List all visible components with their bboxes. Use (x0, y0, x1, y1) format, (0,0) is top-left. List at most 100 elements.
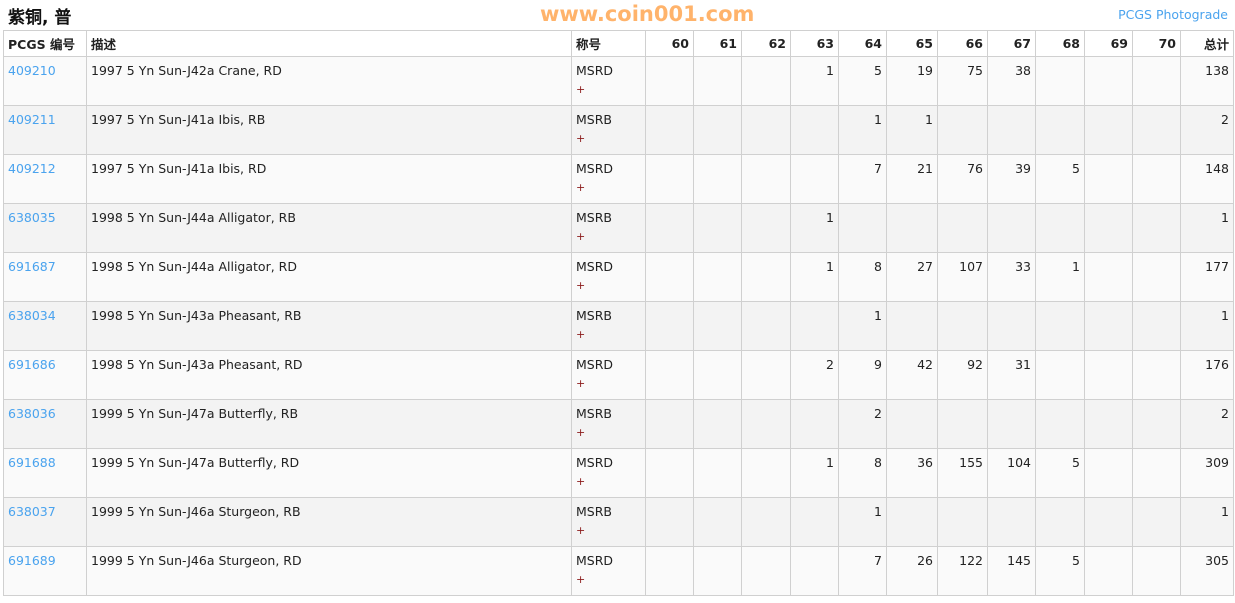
description-cell: 1998 5 Yn Sun-J44a Alligator, RB (86, 203, 572, 253)
grade-count-cell: 5 (1035, 448, 1085, 498)
column-header: 65 (886, 30, 938, 57)
pcgs-code-cell: 691687 (3, 252, 87, 302)
grade-count-cell: 5 (1035, 154, 1085, 204)
total-cell: 1 (1180, 497, 1234, 547)
column-header: 总计 (1180, 30, 1234, 57)
grade-count-cell (645, 497, 694, 547)
grade-count-cell: 104 (987, 448, 1036, 498)
grade-count-cell (987, 203, 1036, 253)
designation-cell: MSRB + (571, 301, 646, 351)
designation: MSRB (576, 406, 612, 421)
grade-count-cell (987, 105, 1036, 155)
total-cell: 2 (1180, 105, 1234, 155)
designation-cell: MSRD + (571, 350, 646, 400)
total-cell: 305 (1180, 546, 1234, 596)
designation: MSRD (576, 357, 614, 372)
column-header: 63 (790, 30, 839, 57)
pcgs-code-link[interactable]: 691686 (8, 357, 56, 372)
plus-grade-toggle[interactable]: + (576, 279, 586, 292)
description-cell: 1999 5 Yn Sun-J47a Butterfly, RB (86, 399, 572, 449)
grade-count-cell (886, 497, 938, 547)
plus-grade-toggle[interactable]: + (576, 230, 586, 243)
grade-count-cell (1084, 399, 1133, 449)
grade-count-cell (838, 203, 887, 253)
total-cell: 148 (1180, 154, 1234, 204)
grade-count-cell (645, 56, 694, 106)
pcgs-code-link[interactable]: 409212 (8, 161, 56, 176)
pcgs-code-link[interactable]: 638034 (8, 308, 56, 323)
plus-grade-toggle[interactable]: + (576, 377, 586, 390)
grade-count-cell (645, 301, 694, 351)
grade-count-cell (645, 399, 694, 449)
pcgs-code-link[interactable]: 691688 (8, 455, 56, 470)
grade-count-cell (645, 203, 694, 253)
grade-count-cell (1035, 105, 1085, 155)
pcgs-code-link[interactable]: 691687 (8, 259, 56, 274)
grade-count-cell (1132, 301, 1181, 351)
pcgs-code-cell: 691688 (3, 448, 87, 498)
plus-grade-toggle[interactable]: + (576, 181, 586, 194)
pcgs-code-link[interactable]: 409210 (8, 63, 56, 78)
pcgs-code-cell: 691686 (3, 350, 87, 400)
grade-count-cell (937, 399, 988, 449)
grade-count-cell (1132, 56, 1181, 106)
grade-count-cell (1132, 252, 1181, 302)
pcgs-code-cell: 409211 (3, 105, 87, 155)
designation: MSRB (576, 308, 612, 323)
description-cell: 1997 5 Yn Sun-J41a Ibis, RD (86, 154, 572, 204)
pcgs-code-link[interactable]: 409211 (8, 112, 56, 127)
grade-count-cell (1084, 105, 1133, 155)
plus-grade-toggle[interactable]: + (576, 573, 586, 586)
pcgs-code-cell: 638037 (3, 497, 87, 547)
plus-grade-toggle[interactable]: + (576, 426, 586, 439)
table-row: 638034 1998 5 Yn Sun-J43a Pheasant, RB MSR… (3, 301, 1234, 351)
designation-cell: MSRD + (571, 448, 646, 498)
grade-count-cell (741, 546, 791, 596)
plus-grade-toggle[interactable]: + (576, 328, 586, 341)
plus-grade-toggle[interactable]: + (576, 83, 586, 96)
grade-count-cell (1132, 497, 1181, 547)
description-cell: 1998 5 Yn Sun-J43a Pheasant, RB (86, 301, 572, 351)
pcgs-code-cell: 638035 (3, 203, 87, 253)
total-cell: 176 (1180, 350, 1234, 400)
column-header: 62 (741, 30, 791, 57)
pcgs-code-link[interactable]: 691689 (8, 553, 56, 568)
plus-grade-toggle[interactable]: + (576, 475, 586, 488)
grade-count-cell (693, 497, 742, 547)
page-title: 紫铜, 普 (8, 8, 72, 28)
grade-count-cell: 19 (886, 56, 938, 106)
grade-count-cell (987, 497, 1036, 547)
pcgs-photograde-link[interactable]: PCGS Photograde (1118, 7, 1228, 22)
pcgs-code-link[interactable]: 638036 (8, 406, 56, 421)
plus-grade-toggle[interactable]: + (576, 524, 586, 537)
pcgs-code-link[interactable]: 638035 (8, 210, 56, 225)
grade-count-cell: 2 (838, 399, 887, 449)
plus-grade-toggle[interactable]: + (576, 132, 586, 145)
grade-count-cell: 8 (838, 448, 887, 498)
designation-cell: MSRD + (571, 154, 646, 204)
designation-cell: MSRD + (571, 252, 646, 302)
grade-count-cell: 1 (838, 497, 887, 547)
grade-count-cell (741, 399, 791, 449)
table-row: 691687 1998 5 Yn Sun-J44a Alligator, RD MS… (3, 252, 1234, 302)
grade-count-cell: 107 (937, 252, 988, 302)
grade-count-cell (693, 252, 742, 302)
grade-count-cell (1035, 301, 1085, 351)
grade-count-cell: 2 (790, 350, 839, 400)
grade-count-cell: 31 (987, 350, 1036, 400)
table-row: 409211 1997 5 Yn Sun-J41a Ibis, RB MSRB +1 1… (3, 105, 1234, 155)
column-header: PCGS 编号 (3, 30, 87, 57)
grade-count-cell (741, 252, 791, 302)
grade-count-cell (1035, 399, 1085, 449)
grade-count-cell: 26 (886, 546, 938, 596)
grade-count-cell: 7 (838, 154, 887, 204)
grade-count-cell: 39 (987, 154, 1036, 204)
grade-count-cell (886, 203, 938, 253)
grade-count-cell: 1 (886, 105, 938, 155)
pcgs-code-link[interactable]: 638037 (8, 504, 56, 519)
designation-cell: MSRB + (571, 203, 646, 253)
column-header: 70 (1132, 30, 1181, 57)
grade-count-cell (645, 546, 694, 596)
column-header: 描述 (86, 30, 572, 57)
grade-count-cell (645, 154, 694, 204)
